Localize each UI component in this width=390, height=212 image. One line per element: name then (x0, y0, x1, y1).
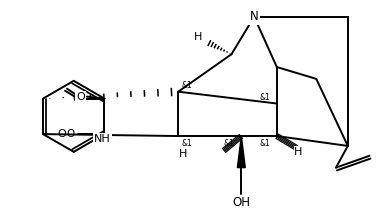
Text: O: O (76, 92, 85, 102)
Text: H: H (194, 32, 202, 42)
Text: OH: OH (232, 196, 250, 209)
Text: &1: &1 (181, 81, 192, 90)
Text: NH: NH (94, 134, 111, 144)
Polygon shape (238, 136, 245, 168)
Text: &1: &1 (181, 139, 192, 148)
Text: NH: NH (94, 134, 111, 144)
Text: &1: &1 (259, 93, 270, 102)
Text: H: H (294, 147, 303, 157)
Text: O: O (72, 93, 81, 104)
Text: O: O (58, 129, 66, 139)
Text: O: O (67, 129, 75, 139)
Text: &1: &1 (223, 139, 234, 148)
Text: &1: &1 (259, 139, 270, 148)
Text: H: H (179, 149, 187, 159)
Text: N: N (250, 10, 259, 23)
